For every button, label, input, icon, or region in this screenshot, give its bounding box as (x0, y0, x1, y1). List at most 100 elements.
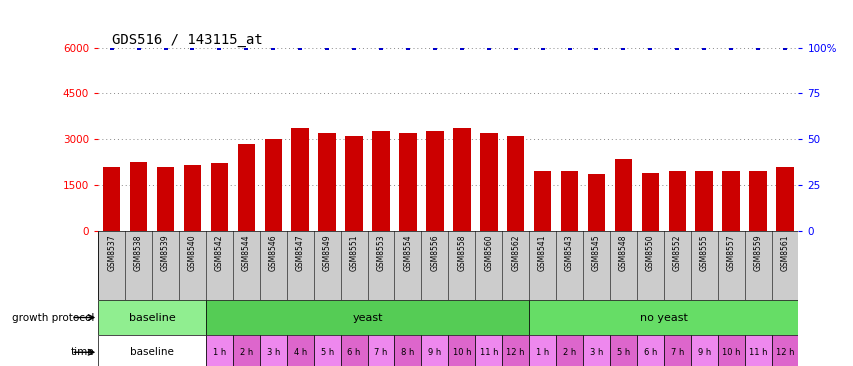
Point (508, 45, 522, 51)
Point (777, 45, 791, 51)
Text: GSM8547: GSM8547 (295, 234, 305, 271)
Text: GSM8543: GSM8543 (565, 234, 573, 271)
Text: 10 h: 10 h (721, 348, 740, 357)
Bar (421, 335, 448, 366)
Text: no yeast: no yeast (639, 313, 687, 322)
Bar (372, 131, 389, 231)
Bar (206, 335, 233, 366)
Bar (183, 165, 201, 231)
Bar (663, 335, 690, 366)
Text: GDS516 / 143115_at: GDS516 / 143115_at (112, 33, 263, 46)
Point (697, 45, 711, 51)
Point (562, 45, 576, 51)
Text: 3 h: 3 h (266, 348, 280, 357)
Point (589, 45, 602, 51)
Text: 2 h: 2 h (562, 348, 576, 357)
Bar (345, 136, 363, 231)
Text: GSM8557: GSM8557 (726, 234, 734, 271)
Point (643, 45, 657, 51)
Text: 4 h: 4 h (293, 348, 306, 357)
Text: GSM8556: GSM8556 (430, 234, 439, 271)
Text: 3 h: 3 h (589, 348, 602, 357)
Bar (479, 133, 497, 231)
Text: 6 h: 6 h (643, 348, 656, 357)
Bar (130, 162, 148, 231)
Bar (426, 131, 443, 231)
Point (347, 45, 361, 51)
Point (293, 45, 307, 51)
Text: GSM8541: GSM8541 (537, 234, 547, 270)
Text: GSM8558: GSM8558 (456, 234, 466, 270)
Bar (690, 335, 717, 366)
Text: GSM8539: GSM8539 (161, 234, 170, 271)
Bar (502, 335, 529, 366)
Bar (291, 128, 309, 231)
Bar (448, 335, 475, 366)
Text: 5 h: 5 h (320, 348, 334, 357)
Point (751, 45, 764, 51)
Bar (775, 167, 792, 231)
Text: GSM8560: GSM8560 (484, 234, 493, 271)
Bar (211, 164, 228, 231)
Point (239, 45, 252, 51)
Bar (507, 136, 524, 231)
Text: GSM8550: GSM8550 (645, 234, 654, 271)
Text: GSM8538: GSM8538 (134, 234, 143, 270)
Point (535, 45, 548, 51)
Bar (744, 335, 770, 366)
Bar (318, 133, 335, 231)
Text: GSM8546: GSM8546 (269, 234, 277, 271)
Bar (533, 171, 551, 231)
Bar (475, 335, 502, 366)
Text: GSM8562: GSM8562 (511, 234, 519, 270)
Bar (98, 300, 206, 335)
Bar (367, 335, 394, 366)
Bar (233, 335, 259, 366)
Bar (748, 171, 766, 231)
Text: GSM8561: GSM8561 (780, 234, 789, 270)
Bar (722, 171, 739, 231)
Bar (340, 335, 367, 366)
Bar (313, 335, 340, 366)
Bar (668, 171, 685, 231)
Text: baseline: baseline (130, 347, 174, 357)
Point (670, 45, 683, 51)
Bar (157, 167, 174, 231)
Point (212, 45, 226, 51)
Point (481, 45, 495, 51)
Text: GSM8542: GSM8542 (215, 234, 223, 270)
Text: 5 h: 5 h (616, 348, 630, 357)
Text: time: time (70, 347, 94, 357)
Bar (206, 300, 529, 335)
Text: GSM8549: GSM8549 (322, 234, 331, 271)
Text: 1 h: 1 h (212, 348, 226, 357)
Text: 9 h: 9 h (427, 348, 441, 357)
Bar (529, 300, 798, 335)
Bar (237, 143, 255, 231)
Point (723, 45, 737, 51)
Bar (264, 139, 281, 231)
Text: 8 h: 8 h (401, 348, 415, 357)
Text: yeast: yeast (352, 313, 382, 322)
Point (427, 45, 441, 51)
Text: 9 h: 9 h (697, 348, 710, 357)
Point (374, 45, 387, 51)
Bar (453, 128, 470, 231)
Bar (555, 335, 583, 366)
Point (131, 45, 145, 51)
Bar (587, 174, 605, 231)
Text: 11 h: 11 h (479, 348, 497, 357)
Text: 10 h: 10 h (452, 348, 471, 357)
Text: 6 h: 6 h (347, 348, 360, 357)
Bar (636, 335, 663, 366)
Bar (259, 335, 287, 366)
Text: 1 h: 1 h (536, 348, 548, 357)
Bar (609, 335, 636, 366)
Text: GSM8554: GSM8554 (403, 234, 412, 271)
Point (185, 45, 199, 51)
Bar (103, 167, 120, 231)
Text: growth protocol: growth protocol (12, 313, 94, 322)
Point (616, 45, 630, 51)
Bar (717, 335, 744, 366)
Text: GSM8553: GSM8553 (376, 234, 385, 271)
